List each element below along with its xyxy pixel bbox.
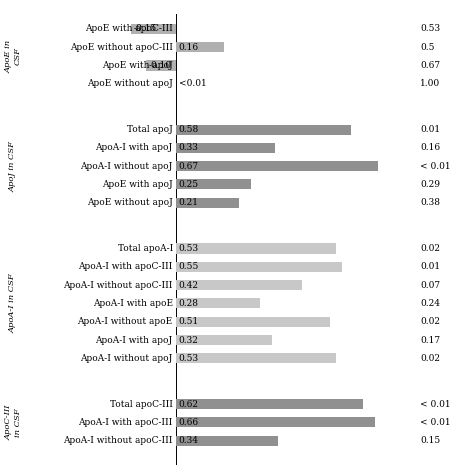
Text: ApoE without apoC-III: ApoE without apoC-III [70,43,173,52]
Bar [146,61,176,71]
Bar [176,335,273,345]
Text: ApoA-I with apoJ: ApoA-I with apoJ [96,143,173,152]
Bar [176,299,260,309]
Bar [176,180,251,190]
Text: Total apoC-III: Total apoC-III [110,400,173,409]
Text: -0.10: -0.10 [149,61,172,70]
Text: 0.02: 0.02 [420,354,440,363]
Text: ApoA-I with apoC-III: ApoA-I with apoC-III [79,262,173,271]
Text: 0.66: 0.66 [179,418,199,427]
Text: ApoA-I without apoJ: ApoA-I without apoJ [81,162,173,171]
Text: ApoA-I without apoJ: ApoA-I without apoJ [81,354,173,363]
Text: 0.24: 0.24 [420,299,440,308]
Text: 0.32: 0.32 [179,336,199,345]
Text: ApoE with apoC-III: ApoE with apoC-III [85,24,173,33]
Text: 0.67: 0.67 [179,162,199,171]
Bar [176,161,378,171]
Bar [176,244,336,254]
Text: ApoE with apoJ: ApoE with apoJ [102,180,173,189]
Text: 0.51: 0.51 [179,317,199,326]
Bar [176,418,375,428]
Text: 0.01: 0.01 [420,125,440,134]
Text: ApoA-I with apoC-III: ApoA-I with apoC-III [79,418,173,427]
Text: ApoJ in CSF: ApoJ in CSF [9,141,17,191]
Text: <0.01: <0.01 [179,79,207,88]
Text: ApoA-I without apoE: ApoA-I without apoE [78,317,173,326]
Text: ApoA-I without apoC-III: ApoA-I without apoC-III [64,281,173,290]
Text: 0.38: 0.38 [420,198,440,207]
Text: Total apoJ: Total apoJ [127,125,173,134]
Bar [176,125,351,135]
Text: ApoA-I in CSF: ApoA-I in CSF [9,273,17,333]
Text: 0.16: 0.16 [420,143,440,152]
Text: 0.02: 0.02 [420,244,440,253]
Text: < 0.01: < 0.01 [420,418,451,427]
Text: 0.53: 0.53 [179,354,199,363]
Text: ApoC-III
in CSF: ApoC-III in CSF [4,405,22,440]
Text: 0.53: 0.53 [420,24,440,33]
Bar [176,317,329,327]
Text: 0.67: 0.67 [420,61,440,70]
Bar [176,42,224,52]
Text: 0.33: 0.33 [179,143,199,152]
Bar [176,399,363,409]
Text: 0.17: 0.17 [420,336,440,345]
Text: 0.29: 0.29 [420,180,440,189]
Bar [176,262,342,272]
Text: -0.15: -0.15 [134,24,157,33]
Text: 0.25: 0.25 [179,180,199,189]
Text: ApoE without apoJ: ApoE without apoJ [87,79,173,88]
Text: 0.5: 0.5 [420,43,435,52]
Bar [176,143,275,153]
Text: 1.00: 1.00 [420,79,440,88]
Bar [176,436,278,446]
Text: ApoE in
CSF: ApoE in CSF [4,40,22,73]
Bar [176,353,336,364]
Text: 0.02: 0.02 [420,317,440,326]
Text: 0.58: 0.58 [179,125,199,134]
Text: < 0.01: < 0.01 [420,162,451,171]
Text: Total apoA-I: Total apoA-I [118,244,173,253]
Text: < 0.01: < 0.01 [420,400,451,409]
Text: 0.34: 0.34 [179,436,199,445]
Text: 0.53: 0.53 [179,244,199,253]
Text: 0.28: 0.28 [179,299,199,308]
Text: ApoE without apoJ: ApoE without apoJ [87,198,173,207]
Text: 0.15: 0.15 [420,436,440,445]
Text: 0.62: 0.62 [179,400,199,409]
Text: 0.42: 0.42 [179,281,199,290]
Bar [130,24,176,34]
Text: ApoE with apoJ: ApoE with apoJ [102,61,173,70]
Text: 0.55: 0.55 [179,262,199,271]
Text: 0.07: 0.07 [420,281,440,290]
Text: ApoA-I with apoJ: ApoA-I with apoJ [96,336,173,345]
Text: ApoA-I without apoC-III: ApoA-I without apoC-III [64,436,173,445]
Text: ApoA-I with apoE: ApoA-I with apoE [93,299,173,308]
Text: 0.21: 0.21 [179,198,199,207]
Bar [176,280,302,290]
Text: 0.01: 0.01 [420,262,440,271]
Text: 0.16: 0.16 [179,43,199,52]
Bar [176,198,239,208]
